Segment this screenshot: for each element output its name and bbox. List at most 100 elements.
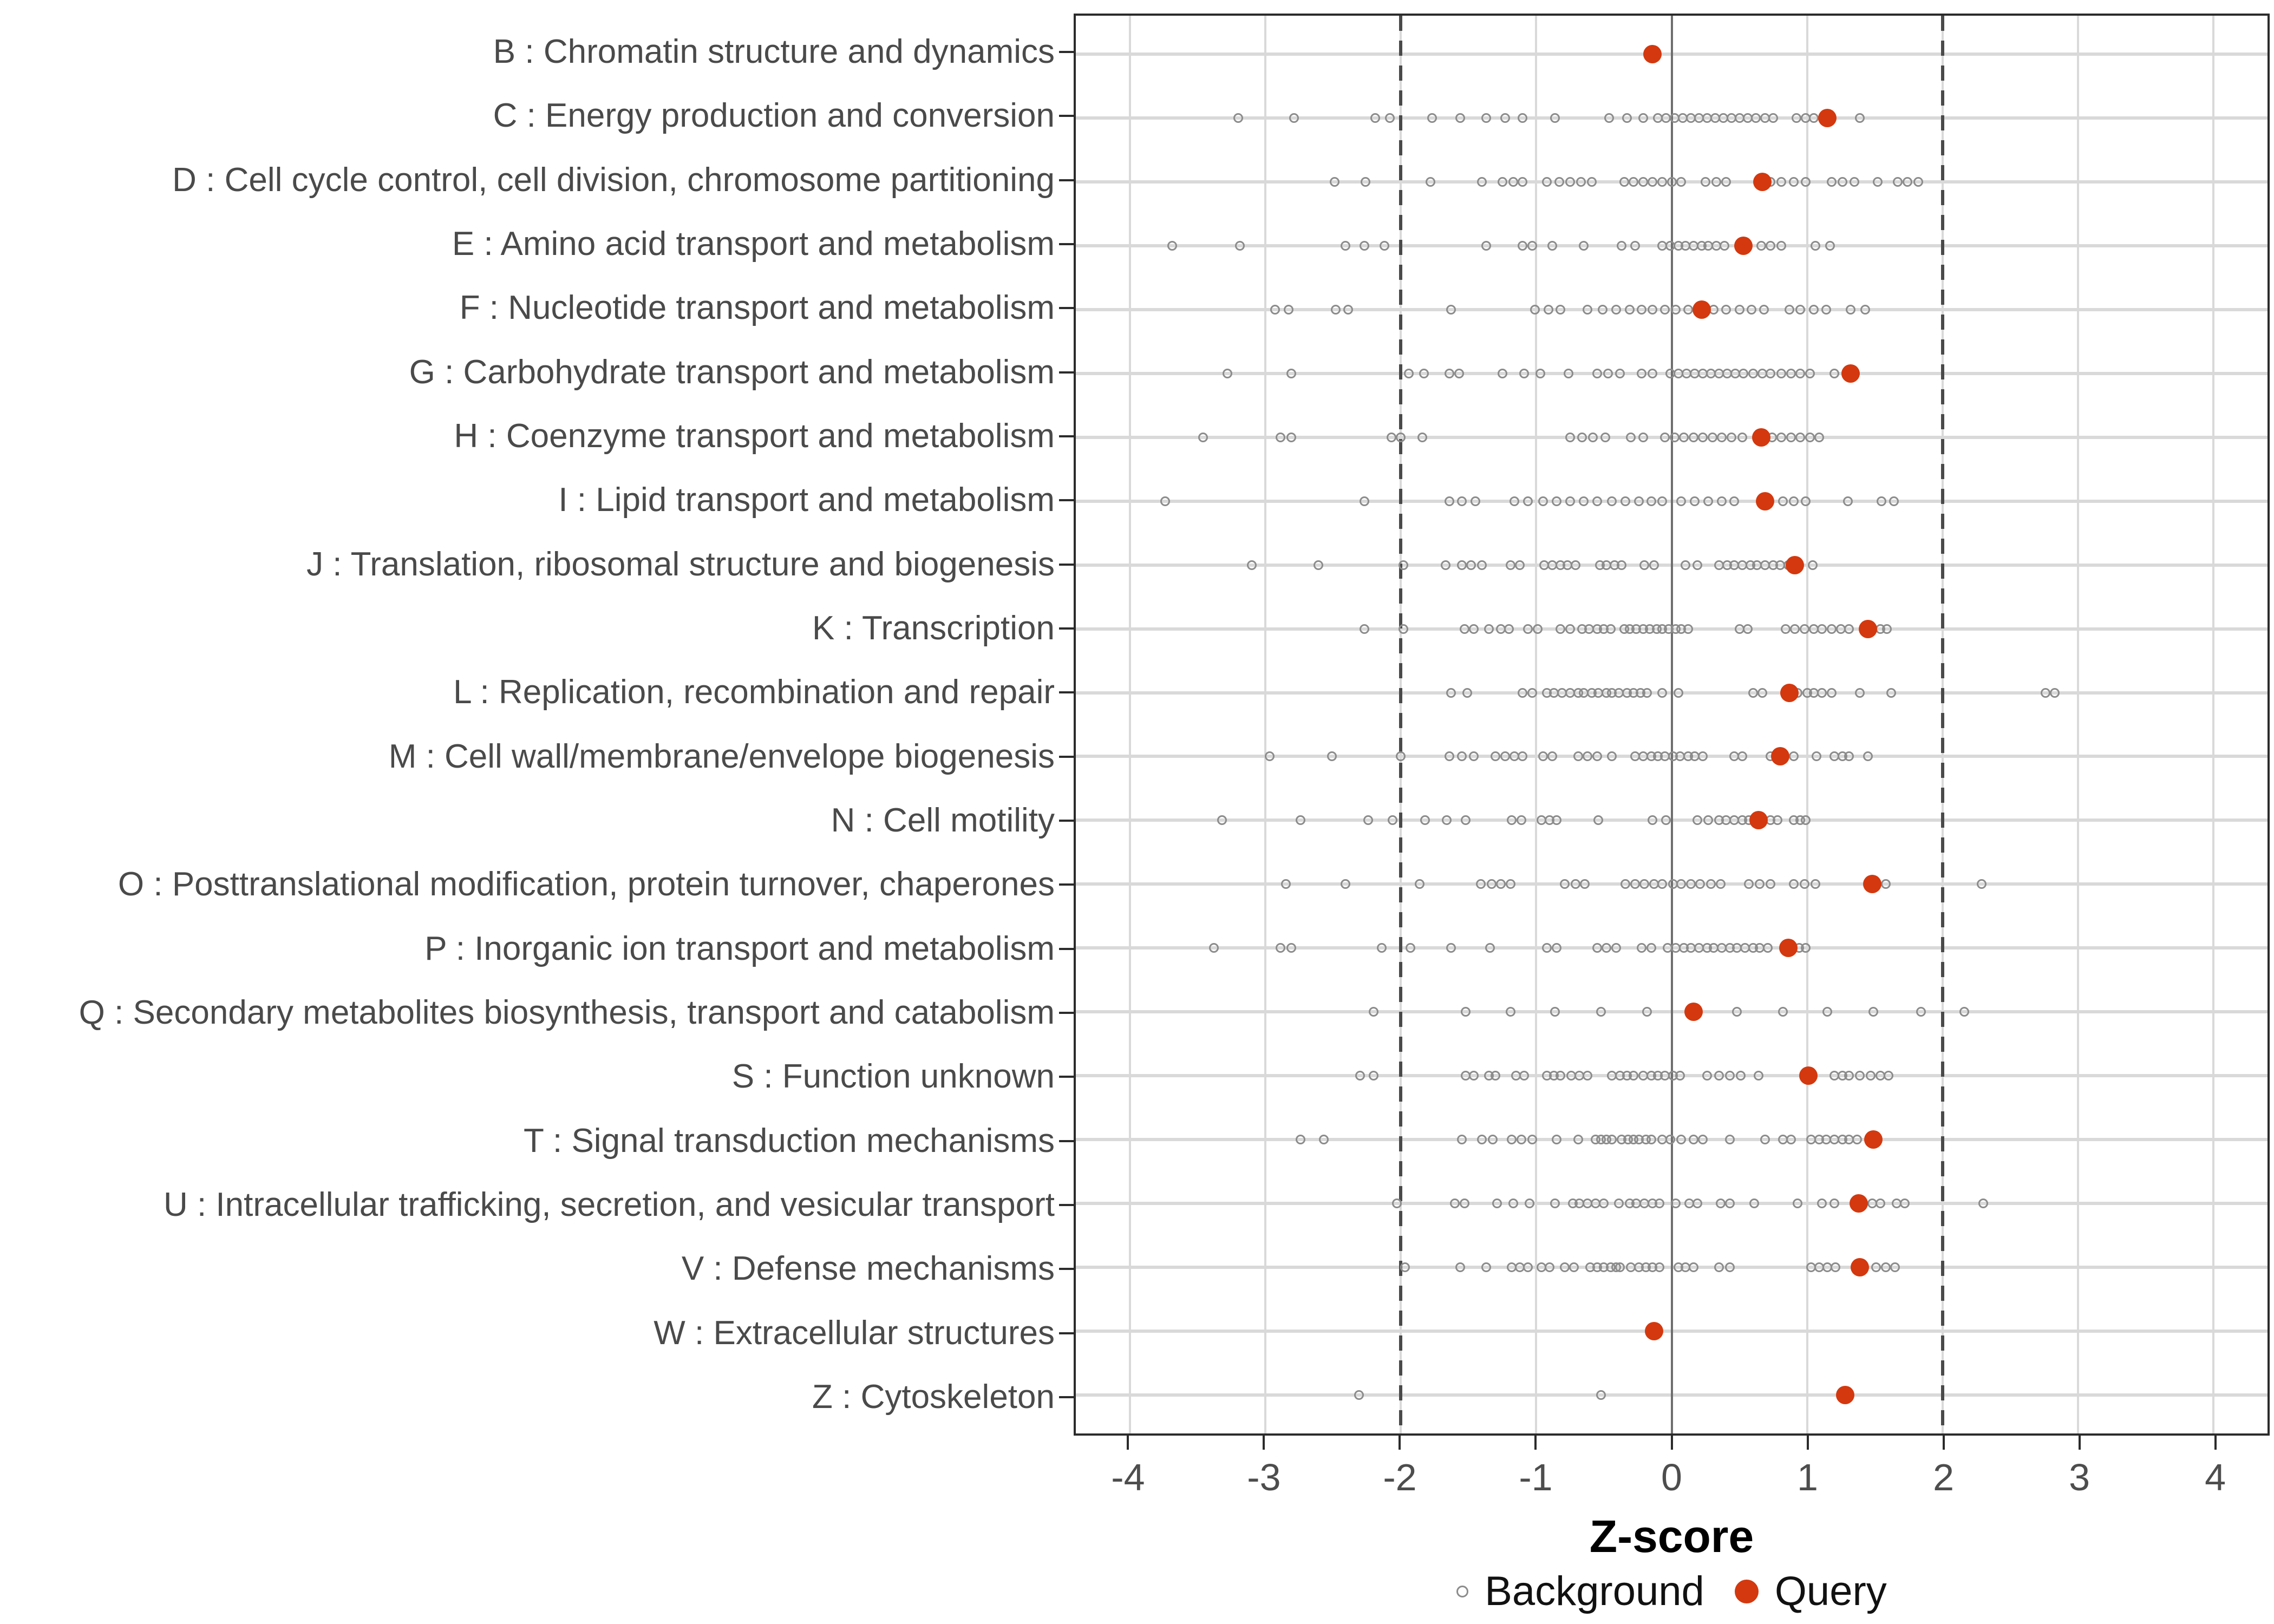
- background-point: [1688, 432, 1698, 442]
- background-point: [1877, 496, 1887, 506]
- y-tick-mark: [1059, 115, 1074, 117]
- background-point: [1461, 815, 1471, 826]
- background-point: [1318, 1135, 1329, 1145]
- background-point: [1481, 113, 1491, 123]
- background-point: [1698, 432, 1708, 442]
- background-point: [1795, 304, 1806, 315]
- legend: Background Query: [1074, 1571, 2270, 1612]
- x-tick-mark: [2078, 1436, 2081, 1450]
- background-point: [1592, 751, 1602, 762]
- background-point: [1654, 1262, 1664, 1273]
- background-point: [1742, 624, 1753, 634]
- background-point: [1454, 368, 1464, 378]
- y-tick-mark: [1059, 51, 1074, 53]
- background-point: [1826, 687, 1837, 698]
- background-point: [1620, 496, 1631, 506]
- background-point: [1426, 176, 1436, 187]
- x-tick-mark: [1942, 1436, 1945, 1450]
- background-point: [1676, 879, 1686, 889]
- x-tick-label: -1: [1519, 1456, 1553, 1498]
- background-point: [1331, 304, 1341, 315]
- background-point: [1508, 1199, 1518, 1209]
- background-point: [1693, 560, 1703, 570]
- query-point: [1851, 1258, 1870, 1277]
- background-point: [1717, 496, 1727, 506]
- zero-guide-line: [1670, 16, 1673, 1433]
- x-axis-ticks: [1074, 1436, 2270, 1450]
- background-point: [1550, 1007, 1560, 1017]
- background-point: [1592, 496, 1602, 506]
- x-tick-mark: [1534, 1436, 1537, 1450]
- category-label: T : Signal transduction mechanisms: [524, 1122, 1055, 1160]
- category-label: P : Inorganic ion transport and metaboli…: [424, 929, 1055, 967]
- background-point: [1749, 1199, 1760, 1209]
- background-point: [1702, 1071, 1712, 1081]
- background-point: [1327, 751, 1337, 762]
- background-point: [1340, 240, 1350, 251]
- background-point: [1400, 1262, 1410, 1273]
- background-point: [1638, 432, 1648, 442]
- background-point: [1916, 1007, 1926, 1017]
- category-label: N : Cell motility: [831, 802, 1055, 839]
- background-point: [1524, 1199, 1534, 1209]
- query-point: [1756, 492, 1775, 510]
- background-point: [1477, 176, 1487, 187]
- x-tick-mark: [1399, 1436, 1401, 1450]
- y-tick-mark: [1059, 435, 1074, 437]
- background-point: [1817, 624, 1827, 634]
- background-point: [1630, 240, 1640, 251]
- x-axis-tick-labels: -4 -3 -2 -1 0 1 2 3 4: [1074, 1458, 2270, 1504]
- background-point: [1821, 304, 1831, 315]
- background-point: [1698, 751, 1708, 762]
- background-point: [1855, 687, 1865, 698]
- background-point: [1456, 1135, 1467, 1145]
- y-tick-mark: [1059, 371, 1074, 374]
- category-label: U : Intracellular trafficking, secretion…: [163, 1186, 1055, 1223]
- query-filled-circle-icon: [1734, 1580, 1759, 1603]
- query-point: [1770, 747, 1789, 766]
- background-point: [1417, 432, 1428, 442]
- background-point: [1518, 113, 1528, 123]
- background-point: [1554, 176, 1564, 187]
- background-point: [1573, 751, 1583, 762]
- background-point: [1469, 624, 1479, 634]
- background-point: [1755, 879, 1765, 889]
- y-tick-mark: [1059, 1204, 1074, 1206]
- background-point: [1455, 113, 1466, 123]
- background-point: [1788, 176, 1799, 187]
- background-point: [1583, 304, 1593, 315]
- background-point: [1844, 1071, 1854, 1081]
- background-point: [1807, 560, 1818, 570]
- background-point: [1611, 943, 1621, 953]
- background-point: [1671, 1199, 1681, 1209]
- background-point: [1703, 496, 1714, 506]
- background-point: [1556, 624, 1566, 634]
- background-point: [1748, 687, 1758, 698]
- background-point: [1822, 1007, 1833, 1017]
- background-point: [1442, 815, 1452, 826]
- background-point: [1725, 1199, 1735, 1209]
- x-gridline: [1129, 16, 1132, 1433]
- background-point: [1386, 432, 1396, 442]
- x-gridline: [2076, 16, 2079, 1433]
- background-point: [1801, 176, 1811, 187]
- background-point: [1817, 687, 1827, 698]
- background-point: [1286, 368, 1296, 378]
- background-point: [1805, 368, 1815, 378]
- x-tick-mark: [1806, 1436, 1809, 1450]
- background-point: [1527, 687, 1537, 698]
- background-point: [1780, 624, 1791, 634]
- background-point: [1776, 176, 1787, 187]
- background-point: [1844, 624, 1854, 634]
- background-point: [1519, 368, 1529, 378]
- query-point: [1752, 428, 1770, 447]
- background-point: [1826, 624, 1837, 634]
- background-point: [1600, 432, 1610, 442]
- background-point: [1711, 176, 1722, 187]
- background-point: [1720, 240, 1730, 251]
- x-gridline: [1535, 16, 1538, 1433]
- background-point: [1440, 560, 1450, 570]
- background-point: [1198, 432, 1208, 442]
- category-label: K : Transcription: [812, 610, 1055, 647]
